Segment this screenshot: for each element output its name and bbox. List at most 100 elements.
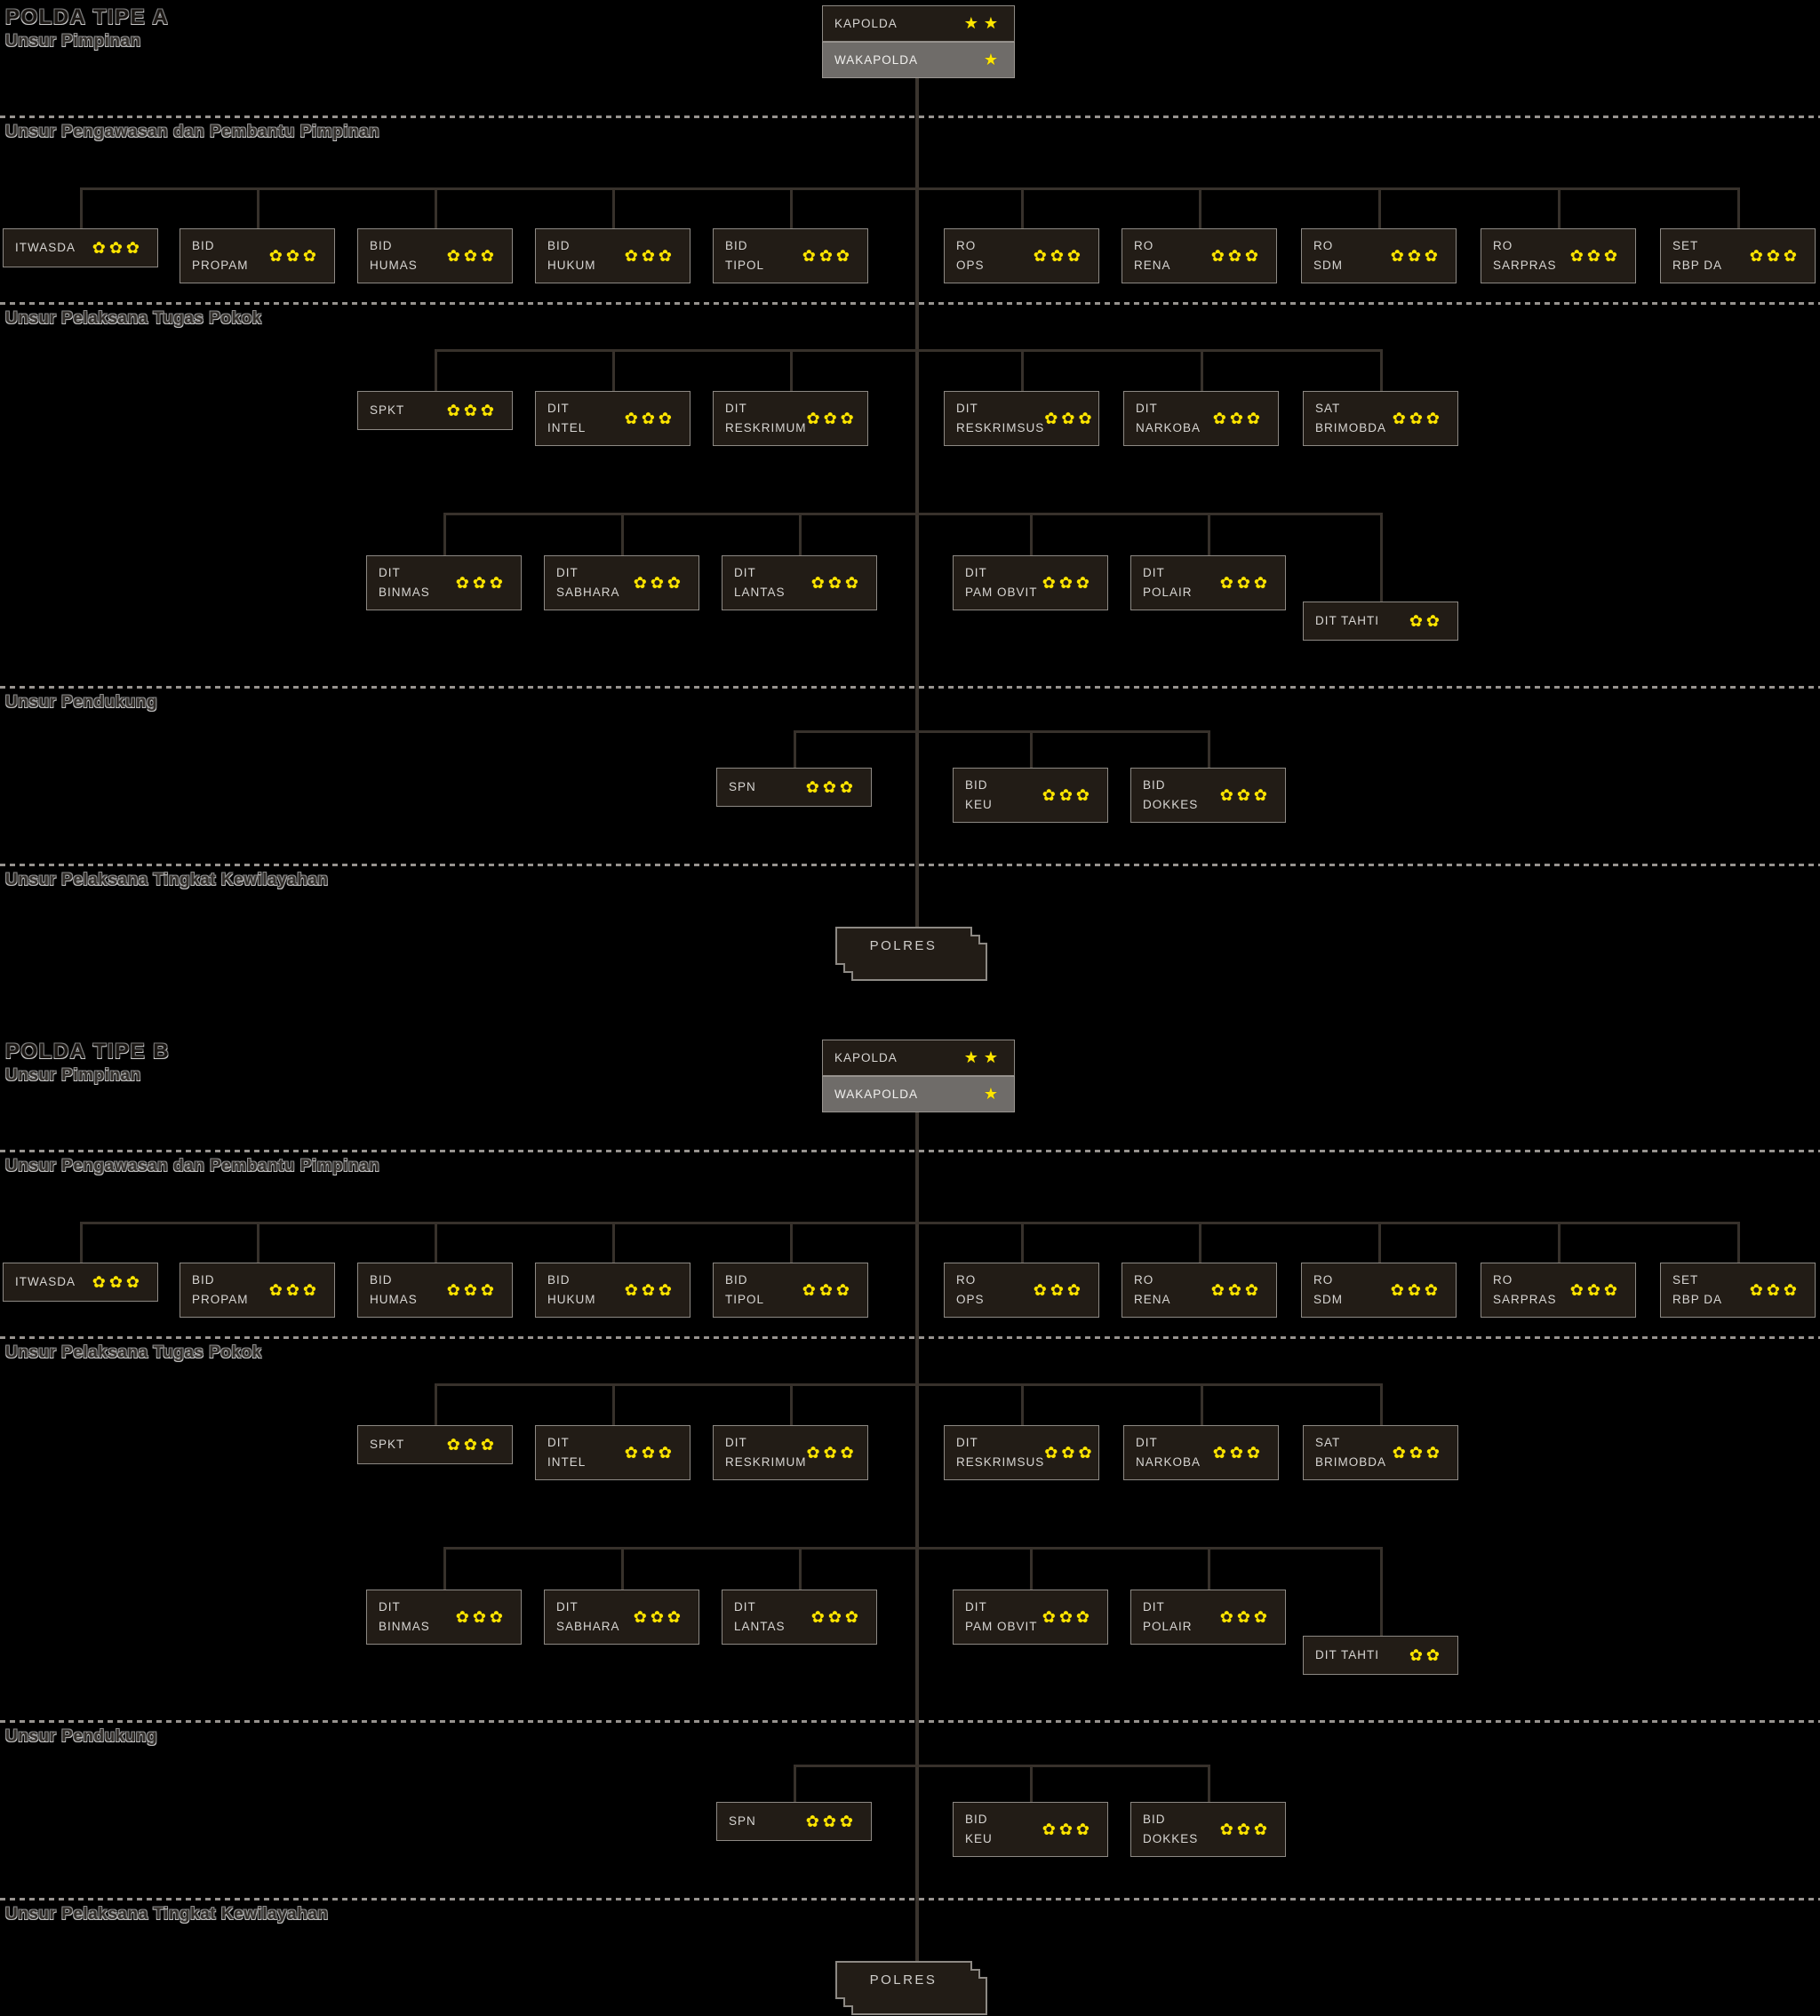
- connector-stub: [1379, 349, 1383, 391]
- connector-bus: [443, 513, 1381, 515]
- org-node-bid-tipol: BID TIPOL ✿✿✿: [713, 228, 868, 283]
- org-node-bid-keu: BID KEU ✿✿✿: [953, 768, 1108, 823]
- org-node-spkt-label: SPKT: [370, 1438, 405, 1451]
- org-node-dit-tahti-label: DIT TAHTI: [1315, 1648, 1380, 1661]
- org-node-itwasda-label: ITWASDA: [15, 241, 76, 254]
- org-node-itwasda-label: ITWASDA: [15, 1275, 76, 1288]
- org-node-kapolda-label: KAPOLDA: [834, 16, 898, 30]
- org-node-ro-rena: RO RENA ✿✿✿: [1122, 228, 1277, 283]
- connector-stub: [79, 1222, 83, 1263]
- flower-insignia-icon: ✿✿✿: [1749, 1280, 1800, 1299]
- org-node-spkt: SPKT ✿✿✿: [357, 391, 513, 430]
- org-node-bid-keu-label: BID KEU: [965, 778, 993, 811]
- connector-stub: [1029, 1547, 1033, 1590]
- connector-bus: [794, 730, 1209, 733]
- org-node-bid-tipol-label: BID TIPOL: [725, 239, 765, 272]
- org-node-dit-intel: DIT INTEL ✿✿✿: [535, 391, 690, 446]
- section-heading: Unsur Pengawasan dan Pembantu Pimpinan: [5, 1157, 380, 1175]
- flower-insignia-icon: ✿✿✿: [1219, 573, 1271, 592]
- connector-bus: [80, 1222, 1738, 1224]
- org-node-ro-rena: RO RENA ✿✿✿: [1122, 1263, 1277, 1318]
- flower-insignia-icon: ✿✿✿: [806, 1443, 858, 1462]
- org-node-ro-sdm-label: RO SDM: [1313, 1273, 1343, 1306]
- org-node-dit-sabhara: DIT SABHARA ✿✿✿: [544, 1590, 699, 1645]
- org-node-set-rbp-da-label: SET RBP DA: [1672, 239, 1723, 272]
- connector-stub: [789, 187, 793, 228]
- flower-insignia-icon: ✿✿✿: [1569, 1280, 1621, 1299]
- flower-insignia-icon: ✿✿✿: [1219, 1820, 1271, 1838]
- connector-stub: [1198, 1222, 1201, 1263]
- org-node-ro-sdm-label: RO SDM: [1313, 239, 1343, 272]
- flower-insignia-icon: ✿✿✿: [1390, 1280, 1441, 1299]
- flower-insignia-icon: ✿✿✿: [1749, 246, 1800, 265]
- connector-stub: [443, 1547, 446, 1590]
- flower-insignia-icon: ✿✿✿: [1392, 1443, 1443, 1462]
- org-node-ro-rena-label: RO RENA: [1134, 1273, 1171, 1306]
- connector-stub: [1198, 187, 1201, 228]
- org-node-bid-dokkes-label: BID DOKKES: [1143, 778, 1199, 811]
- flower-insignia-icon: ✿✿✿: [92, 238, 143, 257]
- org-node-dit-narkoba-label: DIT NARKOBA: [1136, 1436, 1201, 1469]
- flower-insignia-icon: ✿✿✿: [624, 1443, 675, 1462]
- flower-insignia-icon: ✿✿✿: [446, 1280, 498, 1299]
- flower-insignia-icon: ✿✿✿: [1042, 1607, 1093, 1626]
- org-node-bid-tipol-label: BID TIPOL: [725, 1273, 765, 1306]
- connector-stub: [1200, 349, 1203, 391]
- section-divider: [0, 1720, 1820, 1723]
- org-node-set-rbp-da: SET RBP DA ✿✿✿: [1660, 1263, 1816, 1318]
- connector-stub: [789, 349, 793, 391]
- connector-stub: [789, 1222, 793, 1263]
- org-node-set-rbp-da: SET RBP DA ✿✿✿: [1660, 228, 1816, 283]
- flower-insignia-icon: ✿✿✿: [1042, 573, 1093, 592]
- connector-stub: [1377, 187, 1381, 228]
- org-node-ro-ops: RO OPS ✿✿✿: [944, 1263, 1099, 1318]
- flower-insignia-icon: ✿✿✿: [1042, 1820, 1093, 1838]
- org-node-dit-reskrimsus: DIT RESKRIMSUS ✿✿✿: [944, 1425, 1099, 1480]
- section-divider: [0, 1336, 1820, 1339]
- section-subtitle: Unsur Pimpinan: [5, 1066, 141, 1085]
- connector-stub: [1736, 187, 1740, 228]
- org-node-bid-dokkes: BID DOKKES ✿✿✿: [1130, 768, 1286, 823]
- org-node-bid-hukum-label: BID HUKUM: [547, 1273, 596, 1306]
- org-node-kapolda-label: KAPOLDA: [834, 1050, 898, 1064]
- connector-stub: [798, 1547, 802, 1590]
- connector-stub: [1557, 187, 1561, 228]
- org-node-dit-binmas: DIT BINMAS ✿✿✿: [366, 1590, 522, 1645]
- org-node-dit-sabhara-label: DIT SABHARA: [556, 1600, 620, 1633]
- connector-stub: [434, 1383, 437, 1425]
- connector-stub: [793, 1765, 796, 1802]
- org-node-dit-lantas-label: DIT LANTAS: [734, 566, 786, 599]
- org-node-dit-reskrimsus: DIT RESKRIMSUS ✿✿✿: [944, 391, 1099, 446]
- org-node-dit-reskrimum-label: DIT RESKRIMUM: [725, 402, 807, 434]
- org-node-sat-brimobda-label: SAT BRIMOBDA: [1315, 1436, 1387, 1469]
- org-node-dit-narkoba: DIT NARKOBA ✿✿✿: [1123, 1425, 1279, 1480]
- flower-insignia-icon: ✿✿✿: [810, 573, 862, 592]
- star-insignia-icon: ★★: [963, 1048, 1003, 1066]
- flower-insignia-icon: ✿✿✿: [806, 409, 858, 427]
- org-node-bid-keu-label: BID KEU: [965, 1813, 993, 1845]
- connector-stub: [1020, 187, 1024, 228]
- section-title: POLDA TIPE A: [5, 5, 170, 29]
- org-node-dit-lantas: DIT LANTAS ✿✿✿: [722, 555, 877, 610]
- org-node-dit-polair: DIT POLAIR ✿✿✿: [1130, 555, 1286, 610]
- flower-insignia-icon: ✿✿✿: [805, 777, 857, 796]
- flower-insignia-icon: ✿✿✿: [810, 1607, 862, 1626]
- connector-stub: [1207, 1547, 1210, 1590]
- flower-insignia-icon: ✿✿✿: [1033, 246, 1084, 265]
- org-node-dit-lantas-label: DIT LANTAS: [734, 1600, 786, 1633]
- org-node-dit-reskrimum-label: DIT RESKRIMUM: [725, 1436, 807, 1469]
- flower-insignia-icon: ✿✿✿: [633, 1607, 684, 1626]
- org-node-bid-propam: BID PROPAM ✿✿✿: [180, 228, 335, 283]
- flower-insignia-icon: ✿✿✿: [1212, 409, 1264, 427]
- org-node-bid-humas-label: BID HUMAS: [370, 239, 418, 272]
- org-node-dit-binmas: DIT BINMAS ✿✿✿: [366, 555, 522, 610]
- connector-bus: [435, 1383, 1381, 1386]
- section-heading: Unsur Pelaksana Tingkat Kewilayahan: [5, 1905, 329, 1924]
- connector-stub: [793, 730, 796, 768]
- flower-insignia-icon: ✿✿✿: [1042, 785, 1093, 804]
- flower-insignia-icon: ✿✿✿: [455, 573, 507, 592]
- org-node-sat-brimobda-label: SAT BRIMOBDA: [1315, 402, 1387, 434]
- org-node-dit-lantas: DIT LANTAS ✿✿✿: [722, 1590, 877, 1645]
- org-node-dit-pam-obvit-label: DIT PAM OBVIT: [965, 1600, 1038, 1633]
